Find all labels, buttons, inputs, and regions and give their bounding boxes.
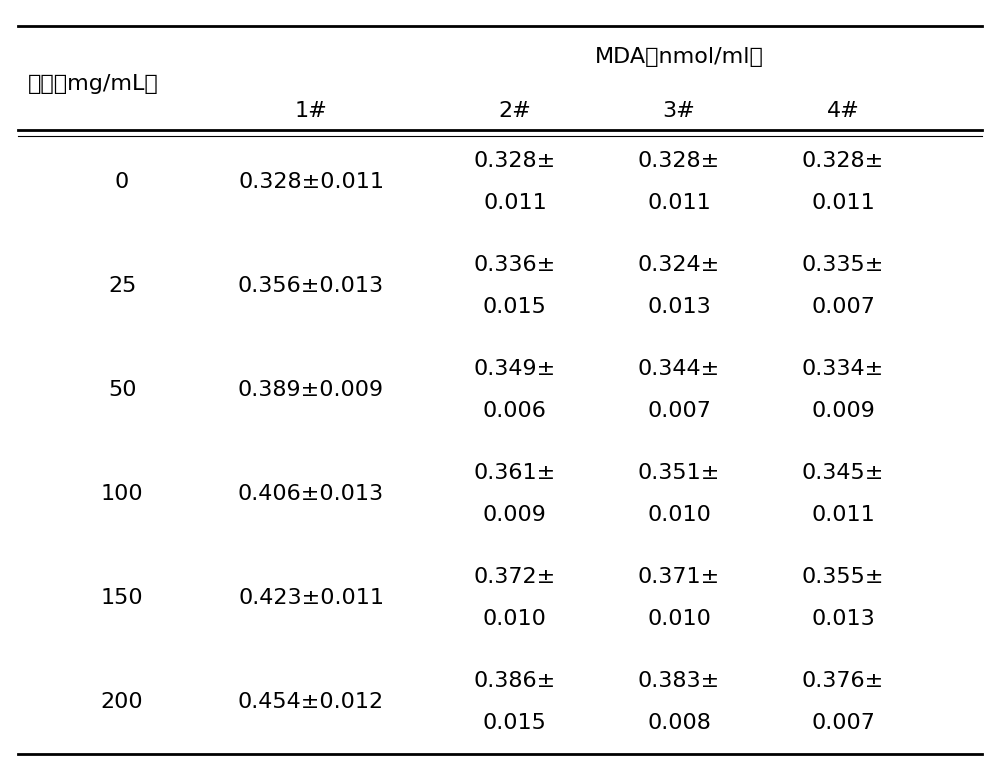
Text: 0.007: 0.007 <box>647 400 711 421</box>
Text: 0.355±: 0.355± <box>802 567 884 587</box>
Text: 0.335±: 0.335± <box>802 255 884 275</box>
Text: 0.356±0.013: 0.356±0.013 <box>238 276 384 296</box>
Text: 0.344±: 0.344± <box>638 359 720 379</box>
Text: 0.328±0.011: 0.328±0.011 <box>238 172 384 192</box>
Text: 0.383±: 0.383± <box>638 671 720 691</box>
Text: 0.336±: 0.336± <box>474 255 556 275</box>
Text: 0.010: 0.010 <box>483 608 547 629</box>
Text: 0.007: 0.007 <box>811 296 875 317</box>
Text: 0.423±0.011: 0.423±0.011 <box>238 588 384 608</box>
Text: 1#: 1# <box>295 101 327 120</box>
Text: 0.009: 0.009 <box>811 400 875 421</box>
Text: 0.015: 0.015 <box>483 713 547 733</box>
Text: 2#: 2# <box>498 101 531 120</box>
Text: 0.007: 0.007 <box>811 713 875 733</box>
Text: 0.376±: 0.376± <box>802 671 884 691</box>
Text: MDA（nmol/ml）: MDA（nmol/ml） <box>595 47 763 67</box>
Text: 0.361±: 0.361± <box>474 463 556 483</box>
Text: 0.010: 0.010 <box>647 504 711 525</box>
Text: 0: 0 <box>115 172 129 192</box>
Text: 0.389±0.009: 0.389±0.009 <box>238 380 384 400</box>
Text: 0.011: 0.011 <box>811 504 875 525</box>
Text: 4#: 4# <box>827 101 860 120</box>
Text: 0.015: 0.015 <box>483 296 547 317</box>
Text: 剂量（mg/mL）: 剂量（mg/mL） <box>28 74 158 94</box>
Text: 0.454±0.012: 0.454±0.012 <box>238 692 384 712</box>
Text: 0.328±: 0.328± <box>638 151 720 171</box>
Text: 0.371±: 0.371± <box>638 567 720 587</box>
Text: 50: 50 <box>108 380 136 400</box>
Text: 3#: 3# <box>663 101 695 120</box>
Text: 0.345±: 0.345± <box>802 463 884 483</box>
Text: 150: 150 <box>101 588 143 608</box>
Text: 0.013: 0.013 <box>647 296 711 317</box>
Text: 0.351±: 0.351± <box>638 463 720 483</box>
Text: 0.008: 0.008 <box>647 713 711 733</box>
Text: 0.328±: 0.328± <box>474 151 556 171</box>
Text: 0.328±: 0.328± <box>802 151 884 171</box>
Text: 0.334±: 0.334± <box>802 359 884 379</box>
Text: 0.011: 0.011 <box>483 192 547 213</box>
Text: 0.372±: 0.372± <box>474 567 556 587</box>
Text: 0.010: 0.010 <box>647 608 711 629</box>
Text: 0.011: 0.011 <box>811 192 875 213</box>
Text: 0.349±: 0.349± <box>474 359 556 379</box>
Text: 0.006: 0.006 <box>483 400 547 421</box>
Text: 200: 200 <box>101 692 143 712</box>
Text: 0.406±0.013: 0.406±0.013 <box>238 484 384 504</box>
Text: 25: 25 <box>108 276 136 296</box>
Text: 0.013: 0.013 <box>811 608 875 629</box>
Text: 100: 100 <box>101 484 143 504</box>
Text: 0.009: 0.009 <box>483 504 547 525</box>
Text: 0.011: 0.011 <box>647 192 711 213</box>
Text: 0.386±: 0.386± <box>474 671 556 691</box>
Text: 0.324±: 0.324± <box>638 255 720 275</box>
